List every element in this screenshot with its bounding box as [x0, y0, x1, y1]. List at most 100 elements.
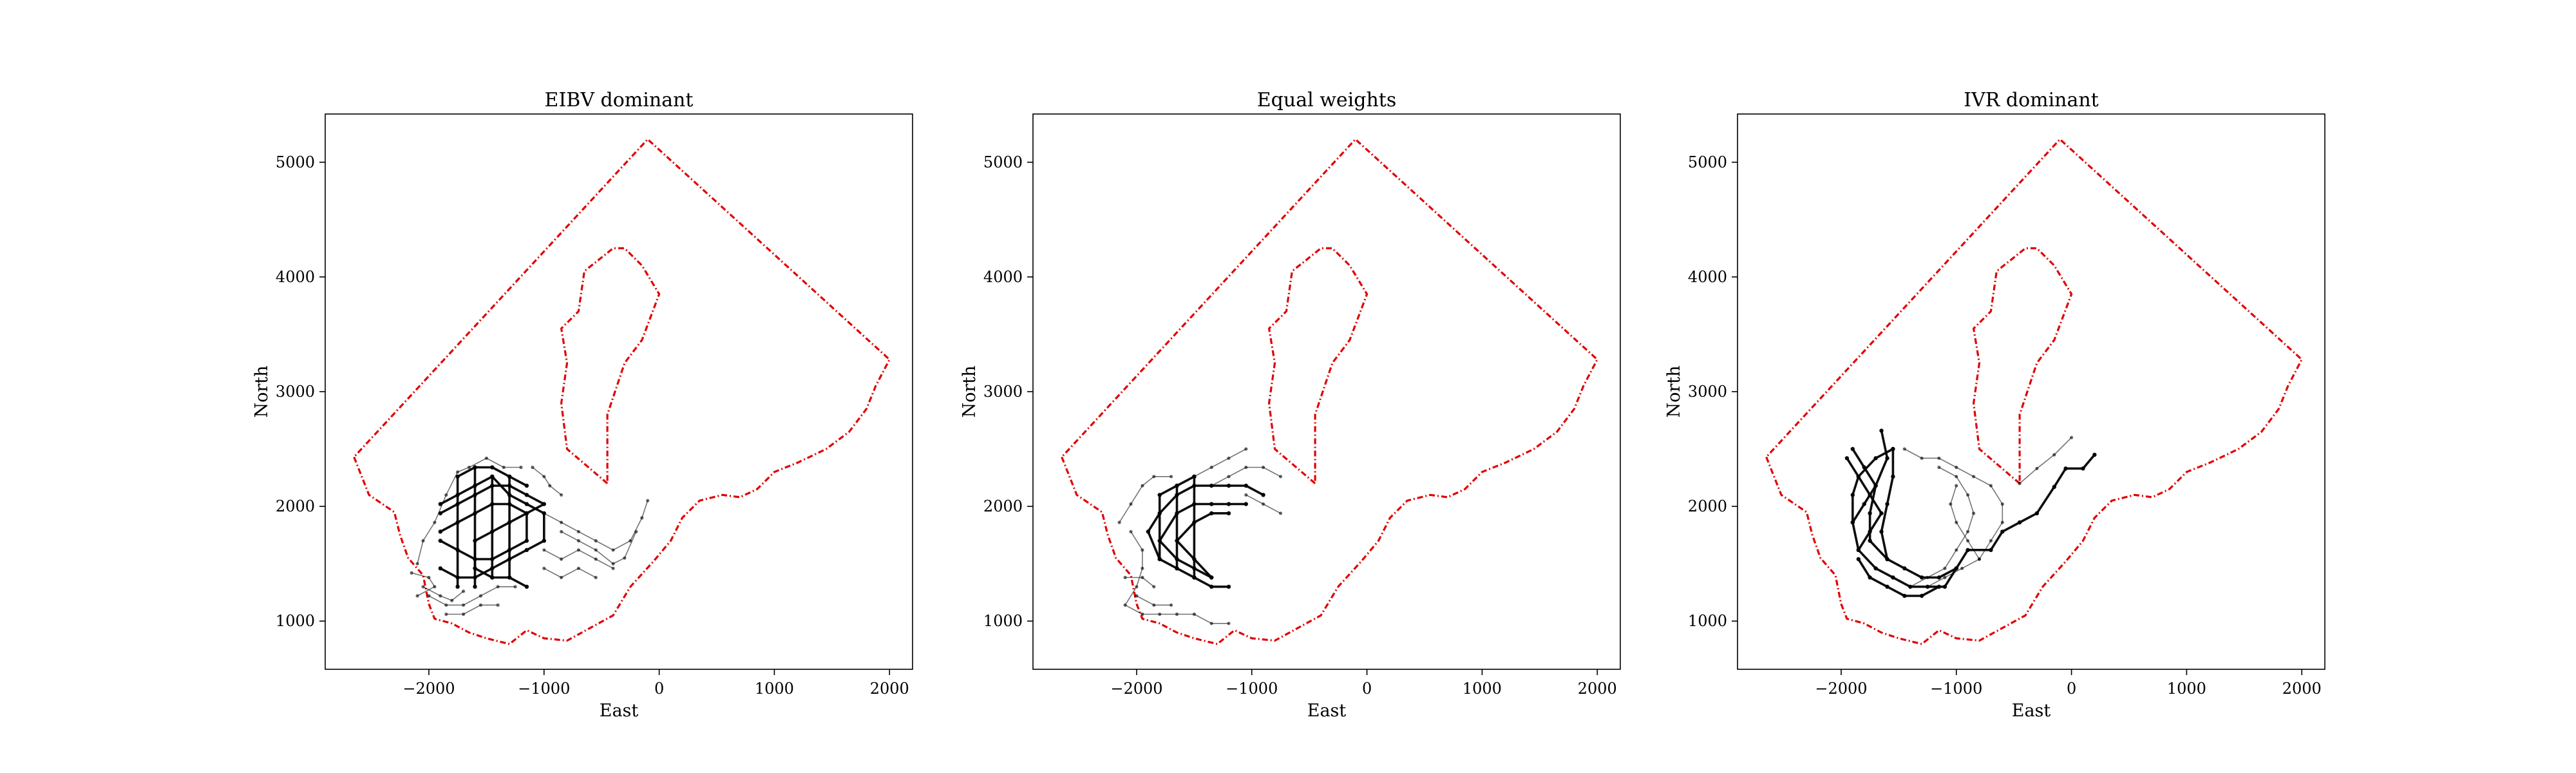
y-tick-label: 2000 — [276, 497, 315, 515]
path-point-0-0 — [524, 584, 529, 589]
panel-ivr-dominant: −2000 −1000 0 1000 2000 1000 2000 3000 4000 5000 I… — [1664, 89, 2325, 721]
path-line-2 — [1175, 511, 1229, 578]
path-point-0-9 — [524, 493, 529, 497]
path-point-0-1 — [2081, 466, 2085, 471]
path-point-9-3 — [594, 539, 598, 543]
plot-area — [353, 138, 891, 645]
path-point-6-5 — [1141, 612, 1144, 616]
path-point-7-6 — [2000, 502, 2004, 506]
chart-title: EIBV dominant — [545, 89, 694, 111]
boundary-inner — [1267, 247, 1368, 484]
path-point-6-0 — [1129, 530, 1133, 533]
path-point-9-6 — [640, 516, 644, 520]
path-point-8-0 — [415, 562, 419, 566]
path-point-9-3 — [1949, 502, 1953, 506]
path-line-7 — [428, 586, 516, 606]
path-point-0-0 — [1226, 584, 1231, 589]
path-point-7-11 — [1920, 456, 1924, 460]
path-point-0-5 — [2017, 520, 2022, 525]
path-line-10 — [561, 531, 637, 564]
path-line-1 — [439, 475, 545, 579]
path-point-1-5 — [524, 548, 529, 552]
path-point-3-0 — [455, 584, 460, 589]
path-series-5 — [1850, 446, 1878, 525]
path-point-12-3 — [462, 589, 466, 593]
path-point-7-2 — [462, 603, 466, 607]
path-series-11 — [1123, 575, 1156, 589]
path-series-7 — [427, 585, 517, 607]
path-line-8 — [1211, 466, 1281, 486]
path-point-1-2 — [1919, 575, 1924, 580]
y-tick-label: 5000 — [276, 153, 315, 171]
path-point-3-0 — [1885, 557, 1889, 562]
path-line-0 — [1852, 448, 2096, 588]
x-tick-label: −1000 — [518, 680, 570, 698]
panel-eibv-dominant: −2000 −1000 0 1000 2000 1000 2000 3000 4000 5000 E… — [252, 89, 913, 721]
path-point-13-1 — [462, 612, 466, 616]
path-line-14 — [532, 466, 562, 495]
path-point-9-7 — [646, 499, 650, 502]
path-point-14-3 — [560, 493, 564, 497]
path-point-5-1 — [490, 474, 495, 479]
path-point-5-2 — [1873, 483, 1878, 488]
path-point-10-0 — [1244, 493, 1248, 497]
path-series-6 — [473, 465, 477, 589]
path-point-0-8 — [1965, 548, 1970, 552]
path-point-11-1 — [560, 557, 564, 561]
path-point-8-2 — [1943, 566, 1947, 570]
path-point-6-1 — [1141, 548, 1144, 552]
path-point-2-0 — [1209, 575, 1214, 580]
boundary-outer — [353, 138, 891, 645]
path-point-0-7 — [1989, 548, 1993, 552]
path-series-4 — [507, 474, 512, 580]
path-point-14-0 — [531, 465, 535, 470]
y-tick-label: 1000 — [276, 612, 315, 630]
x-tick-label: 1000 — [1463, 680, 1502, 698]
x-tick-label: −2000 — [402, 680, 455, 698]
path-point-15-0 — [410, 571, 413, 575]
path-point-6-6 — [1158, 612, 1162, 616]
y-tick-label: 4000 — [983, 268, 1023, 286]
path-series-0 — [1850, 446, 2097, 589]
path-series-13 — [444, 603, 500, 616]
path-point-8-2 — [433, 520, 437, 524]
path-point-2-3 — [1885, 584, 1889, 589]
path-point-1-9 — [1879, 428, 1884, 433]
path-point-12-0 — [1135, 594, 1139, 598]
path-point-11-0 — [542, 548, 546, 552]
path-series-5 — [1192, 474, 1197, 580]
path-series-8 — [1209, 465, 1283, 488]
y-tick-label: 3000 — [276, 383, 315, 401]
path-line-2 — [1857, 558, 1940, 597]
path-point-11-2 — [1152, 585, 1156, 589]
path-point-9-2 — [1955, 520, 1958, 524]
path-point-3-3 — [490, 465, 495, 470]
path-point-7-1 — [444, 603, 448, 607]
y-axis-label: North — [960, 365, 980, 417]
path-point-11-3 — [594, 557, 598, 561]
panel-equal-weights: −2000 −1000 0 1000 2000 1000 2000 3000 4000 5000 E… — [960, 89, 1621, 721]
path-point-0-12 — [1261, 493, 1265, 497]
path-point-6-3 — [1135, 585, 1139, 589]
path-point-0-13 — [1891, 575, 1895, 580]
path-point-2-4 — [1209, 511, 1214, 515]
y-tick-label: 1000 — [1688, 612, 1727, 630]
path-point-7-5 — [2000, 520, 2004, 524]
path-point-0-1 — [1209, 584, 1214, 589]
path-point-8-6 — [1966, 493, 1970, 497]
x-tick-label: −1000 — [1930, 680, 1982, 698]
path-point-13-0 — [444, 612, 448, 616]
path-line-1 — [1868, 430, 1957, 579]
x-axis-label: East — [600, 701, 639, 721]
path-line-8 — [1909, 466, 1975, 587]
path-point-6-0 — [2018, 481, 2022, 486]
path-point-1-5 — [1868, 539, 1872, 543]
path-line-11 — [544, 549, 614, 569]
path-point-5-0 — [1192, 575, 1197, 580]
path-series-11 — [542, 548, 615, 570]
path-point-4-0 — [1175, 566, 1179, 571]
path-point-3-1 — [455, 474, 460, 479]
x-tick-label: 2000 — [2282, 680, 2322, 698]
path-series-4 — [1844, 456, 1884, 552]
path-point-0-10 — [1226, 483, 1231, 488]
